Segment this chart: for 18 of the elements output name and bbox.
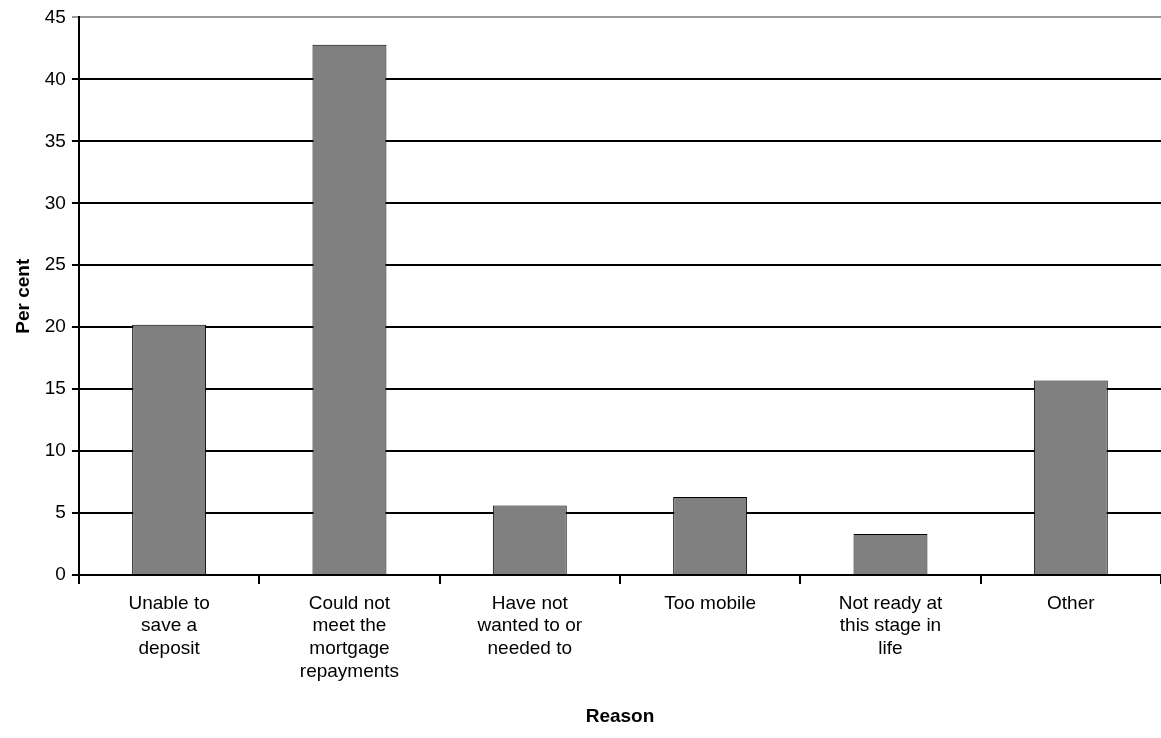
x-tick-label: Not ready at this stage in life (838, 591, 943, 659)
y-tick-label: 15 (44, 377, 66, 399)
x-axis-title: Reason (585, 704, 655, 726)
y-tick-label: 20 (44, 315, 66, 337)
y-tick-label: 0 (55, 563, 66, 585)
x-tick-label: Could not meet the mortgage repayments (299, 591, 400, 682)
y-tick-label: 45 (44, 5, 66, 27)
y-tick-label: 25 (44, 253, 66, 275)
y-tick-label: 5 (55, 501, 66, 523)
x-tick-label: Unable to save a deposit (128, 591, 210, 659)
x-tick-label: Too mobile (664, 591, 757, 613)
y-tick-label: 30 (44, 191, 66, 213)
x-tick-label: Have not wanted to or needed to (476, 591, 583, 659)
y-axis-title: Per cent (11, 258, 33, 334)
y-tick-label: 10 (44, 439, 66, 461)
x-tick-label: Other (1047, 591, 1096, 613)
y-tick-label: 35 (44, 129, 66, 151)
y-tick-label: 40 (44, 67, 66, 89)
